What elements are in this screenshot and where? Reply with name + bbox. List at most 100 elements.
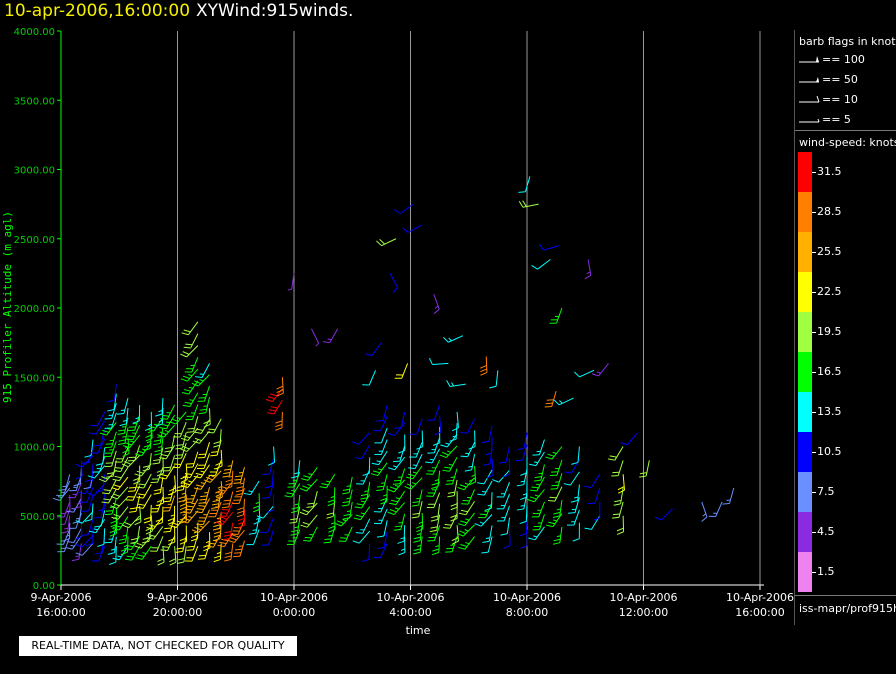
barb-feather: [87, 475, 95, 479]
barb-feather: [101, 501, 109, 504]
barb-feather: [199, 498, 207, 501]
wind-barb: [394, 411, 406, 430]
barb-feather: [182, 375, 190, 380]
barb-staff: [551, 390, 557, 407]
barb-feather: [147, 423, 152, 427]
barb-feather: [328, 525, 336, 530]
barb-feather: [121, 426, 127, 428]
wind-barb: [191, 374, 210, 387]
barb-feather: [95, 489, 103, 493]
wind-barb: [184, 357, 199, 373]
wind-barb: [146, 516, 164, 530]
barb-feather: [468, 465, 473, 468]
barb-staff: [620, 487, 624, 504]
wind-barb: [93, 429, 106, 447]
wind-barb: [232, 488, 245, 505]
wind-barb: [84, 439, 94, 458]
barb-feather: [173, 463, 181, 466]
wind-barb: [341, 489, 353, 507]
barb-feather: [137, 554, 145, 557]
x-tick-date: 10-Apr-2006: [726, 591, 794, 604]
barb-feather: [156, 469, 164, 473]
barb-staff: [525, 517, 528, 534]
x-tick-time: 12:00:00: [619, 606, 668, 619]
wind-barb: [552, 526, 563, 545]
barb-staff: [436, 514, 441, 531]
barb-feather: [224, 555, 232, 559]
barb-staff: [129, 434, 141, 449]
barb-feather: [362, 472, 370, 477]
barb-feather: [137, 503, 146, 506]
barb-feather: [452, 435, 457, 438]
barb-legend-symbols: [799, 56, 820, 123]
wind-barb: [499, 446, 511, 464]
barb-staff: [118, 466, 129, 481]
wind-barb: [224, 470, 234, 490]
barb-staff: [131, 545, 141, 561]
wind-barb: [362, 457, 371, 477]
barb-staff: [160, 437, 164, 454]
wind-barb: [461, 489, 476, 505]
barb-staff: [523, 432, 528, 449]
barb-feather: [613, 503, 621, 506]
barb-feather: [183, 389, 191, 392]
barb-staff: [81, 455, 94, 468]
barb-staff: [395, 490, 406, 505]
barb-feather: [460, 509, 468, 513]
barb-feather: [184, 472, 192, 475]
barb-feather: [198, 502, 206, 504]
barb-feather: [639, 472, 647, 475]
barb-staff: [230, 543, 234, 560]
barb-staff: [474, 465, 477, 482]
wind-barb: [545, 446, 563, 460]
barb-feather: [134, 473, 142, 477]
barb-staff: [558, 397, 574, 406]
barb-staff: [219, 522, 222, 539]
barb-feather: [394, 484, 399, 488]
wind-barb: [169, 546, 177, 566]
barb-feather: [376, 240, 382, 247]
wind-barb: [654, 508, 673, 521]
barb-staff: [79, 505, 82, 522]
barb-feather: [136, 486, 144, 489]
barb-staff: [128, 455, 140, 468]
barb-staff: [358, 432, 371, 445]
barb-staff: [433, 293, 440, 310]
barb-feather: [380, 501, 388, 505]
barb-feather: [136, 470, 144, 474]
barb-staff: [161, 407, 164, 424]
wind-barb: [236, 498, 245, 518]
barb-feather: [365, 353, 373, 357]
barb-feather: [458, 546, 466, 550]
barb-staff: [506, 517, 511, 534]
barb-feather: [106, 472, 114, 475]
wind-barb: [373, 543, 388, 559]
wind-barb: [486, 458, 494, 479]
wind-barb: [107, 393, 117, 412]
wind-barb: [104, 450, 117, 468]
barb-feather: [276, 385, 284, 390]
barb-staff: [190, 333, 199, 349]
wind-barb: [427, 404, 441, 421]
barb-staff: [243, 498, 245, 515]
barb-staff: [466, 418, 476, 434]
colorbar-tick-mark: [812, 292, 816, 293]
wind-barb: [373, 508, 388, 525]
barb-feather: [116, 413, 124, 415]
barb-feather: [416, 524, 423, 529]
barb-feather: [435, 544, 440, 548]
barb-feather: [356, 503, 364, 506]
barb-staff: [179, 422, 187, 438]
barb-staff: [118, 516, 129, 531]
barb-staff: [389, 273, 399, 288]
data-source-label: iss-mapr/prof915h: [799, 602, 896, 615]
barb-staff: [64, 474, 71, 490]
wind-barb: [198, 397, 211, 415]
barb-staff: [291, 483, 301, 498]
wind-barb: [203, 408, 211, 428]
colorbar-swatch: [798, 312, 812, 352]
colorbar-tick-label: 7.5: [817, 485, 835, 498]
wind-barb: [432, 536, 441, 556]
wind-barb: [611, 460, 624, 477]
colorbar-tick-mark: [812, 532, 816, 533]
